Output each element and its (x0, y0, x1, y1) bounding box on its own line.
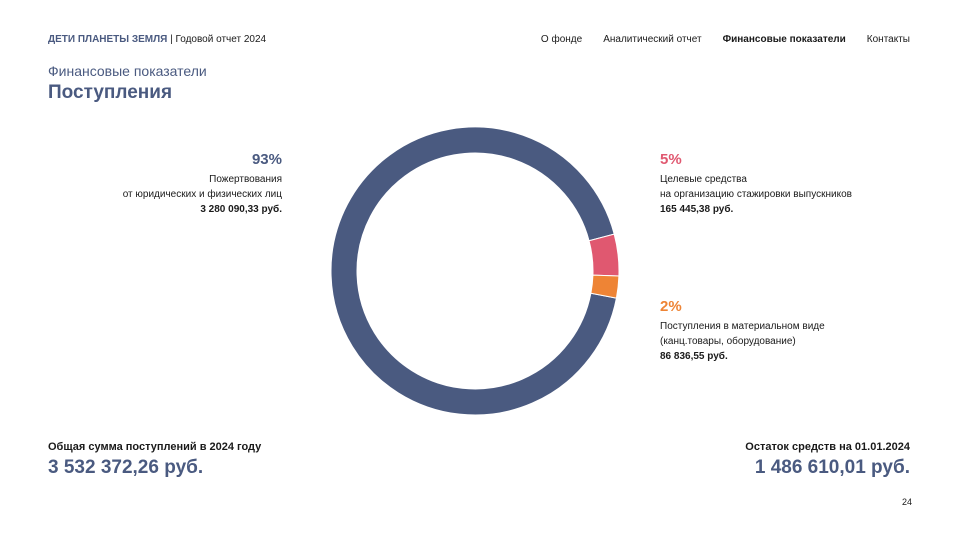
callout-label-line2: (канц.товары, оборудование) (660, 336, 796, 347)
opening-balance-label: Остаток средств на 01.01.2024 (745, 441, 910, 453)
callout-percent: 5% (660, 151, 682, 168)
nav-item-about[interactable]: О фонде (540, 33, 583, 45)
callout-label-line1: Целевые средства (660, 174, 747, 185)
opening-balance-value: 1 486 610,01 руб. (754, 457, 910, 478)
nav-item-analytics[interactable]: Аналитический отчет (603, 33, 702, 45)
callout-donations: 93% Пожертвования от юридических и физич… (123, 150, 282, 217)
callout-amount: 86 836,55 руб. (660, 351, 728, 362)
nav-item-financials[interactable]: Финансовые показатели (722, 33, 846, 45)
callout-label-line2: от юридических и физических лиц (122, 189, 282, 200)
top-nav: О фонде Аналитический отчет Финансовые п… (541, 34, 910, 45)
top-bar: ДЕТИ ПЛАНЕТЫ ЗЕМЛЯ | Годовой отчет 2024 … (48, 32, 910, 46)
callout-label-line1: Поступления в материальном виде (660, 321, 825, 332)
total-income-label: Общая сумма поступлений в 2024 году (48, 441, 262, 453)
total-income-value: 3 532 372,26 руб. (48, 457, 204, 478)
page-number: 24 (901, 497, 912, 507)
section-label: Финансовые показатели (48, 63, 207, 79)
callout-in-kind: 2% Поступления в материальном виде (канц… (660, 297, 825, 364)
donut-chart (330, 126, 620, 416)
donut-slice-in-kind (590, 274, 620, 299)
donut-slice-donations (330, 126, 618, 416)
callout-amount: 3 280 090,33 руб. (200, 204, 282, 215)
opening-balance: Остаток средств на 01.01.2024 1 486 610,… (745, 441, 910, 479)
callout-amount: 165 445,38 руб. (660, 204, 734, 215)
page-title: Поступления (48, 82, 173, 103)
report-subtitle: | Годовой отчет 2024 (167, 33, 267, 45)
nav-item-contacts[interactable]: Контакты (866, 33, 910, 45)
callout-targeted-funds: 5% Целевые средства на организацию стажи… (660, 150, 852, 217)
callout-percent: 2% (660, 298, 682, 315)
callout-label-line1: Пожертвования (209, 174, 282, 185)
foundation-name: ДЕТИ ПЛАНЕТЫ ЗЕМЛЯ (48, 33, 168, 45)
callout-percent: 93% (251, 151, 282, 168)
report-brand: ДЕТИ ПЛАНЕТЫ ЗЕМЛЯ | Годовой отчет 2024 (48, 34, 266, 45)
donut-slice-targeted-funds (588, 233, 620, 277)
total-income: Общая сумма поступлений в 2024 году 3 53… (48, 441, 261, 479)
callout-label-line2: на организацию стажировки выпускников (660, 189, 852, 200)
